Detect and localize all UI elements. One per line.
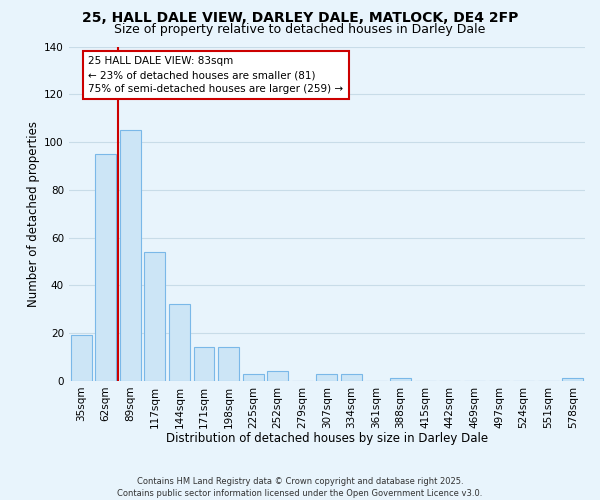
Text: 25 HALL DALE VIEW: 83sqm
← 23% of detached houses are smaller (81)
75% of semi-d: 25 HALL DALE VIEW: 83sqm ← 23% of detach…: [88, 56, 344, 94]
Bar: [145, 252, 165, 381]
Bar: [390, 378, 411, 381]
Bar: [194, 348, 214, 381]
Text: 25, HALL DALE VIEW, DARLEY DALE, MATLOCK, DE4 2FP: 25, HALL DALE VIEW, DARLEY DALE, MATLOCK…: [82, 11, 518, 25]
Text: Contains HM Land Registry data © Crown copyright and database right 2025.
Contai: Contains HM Land Registry data © Crown c…: [118, 476, 482, 498]
Bar: [562, 378, 583, 381]
Bar: [169, 304, 190, 381]
X-axis label: Distribution of detached houses by size in Darley Dale: Distribution of detached houses by size …: [166, 432, 488, 445]
Bar: [341, 374, 362, 381]
Bar: [267, 372, 288, 381]
Bar: [71, 336, 92, 381]
Bar: [218, 348, 239, 381]
Y-axis label: Number of detached properties: Number of detached properties: [27, 120, 40, 306]
Bar: [242, 374, 263, 381]
Bar: [120, 130, 140, 381]
Bar: [95, 154, 116, 381]
Bar: [316, 374, 337, 381]
Text: Size of property relative to detached houses in Darley Dale: Size of property relative to detached ho…: [115, 22, 485, 36]
